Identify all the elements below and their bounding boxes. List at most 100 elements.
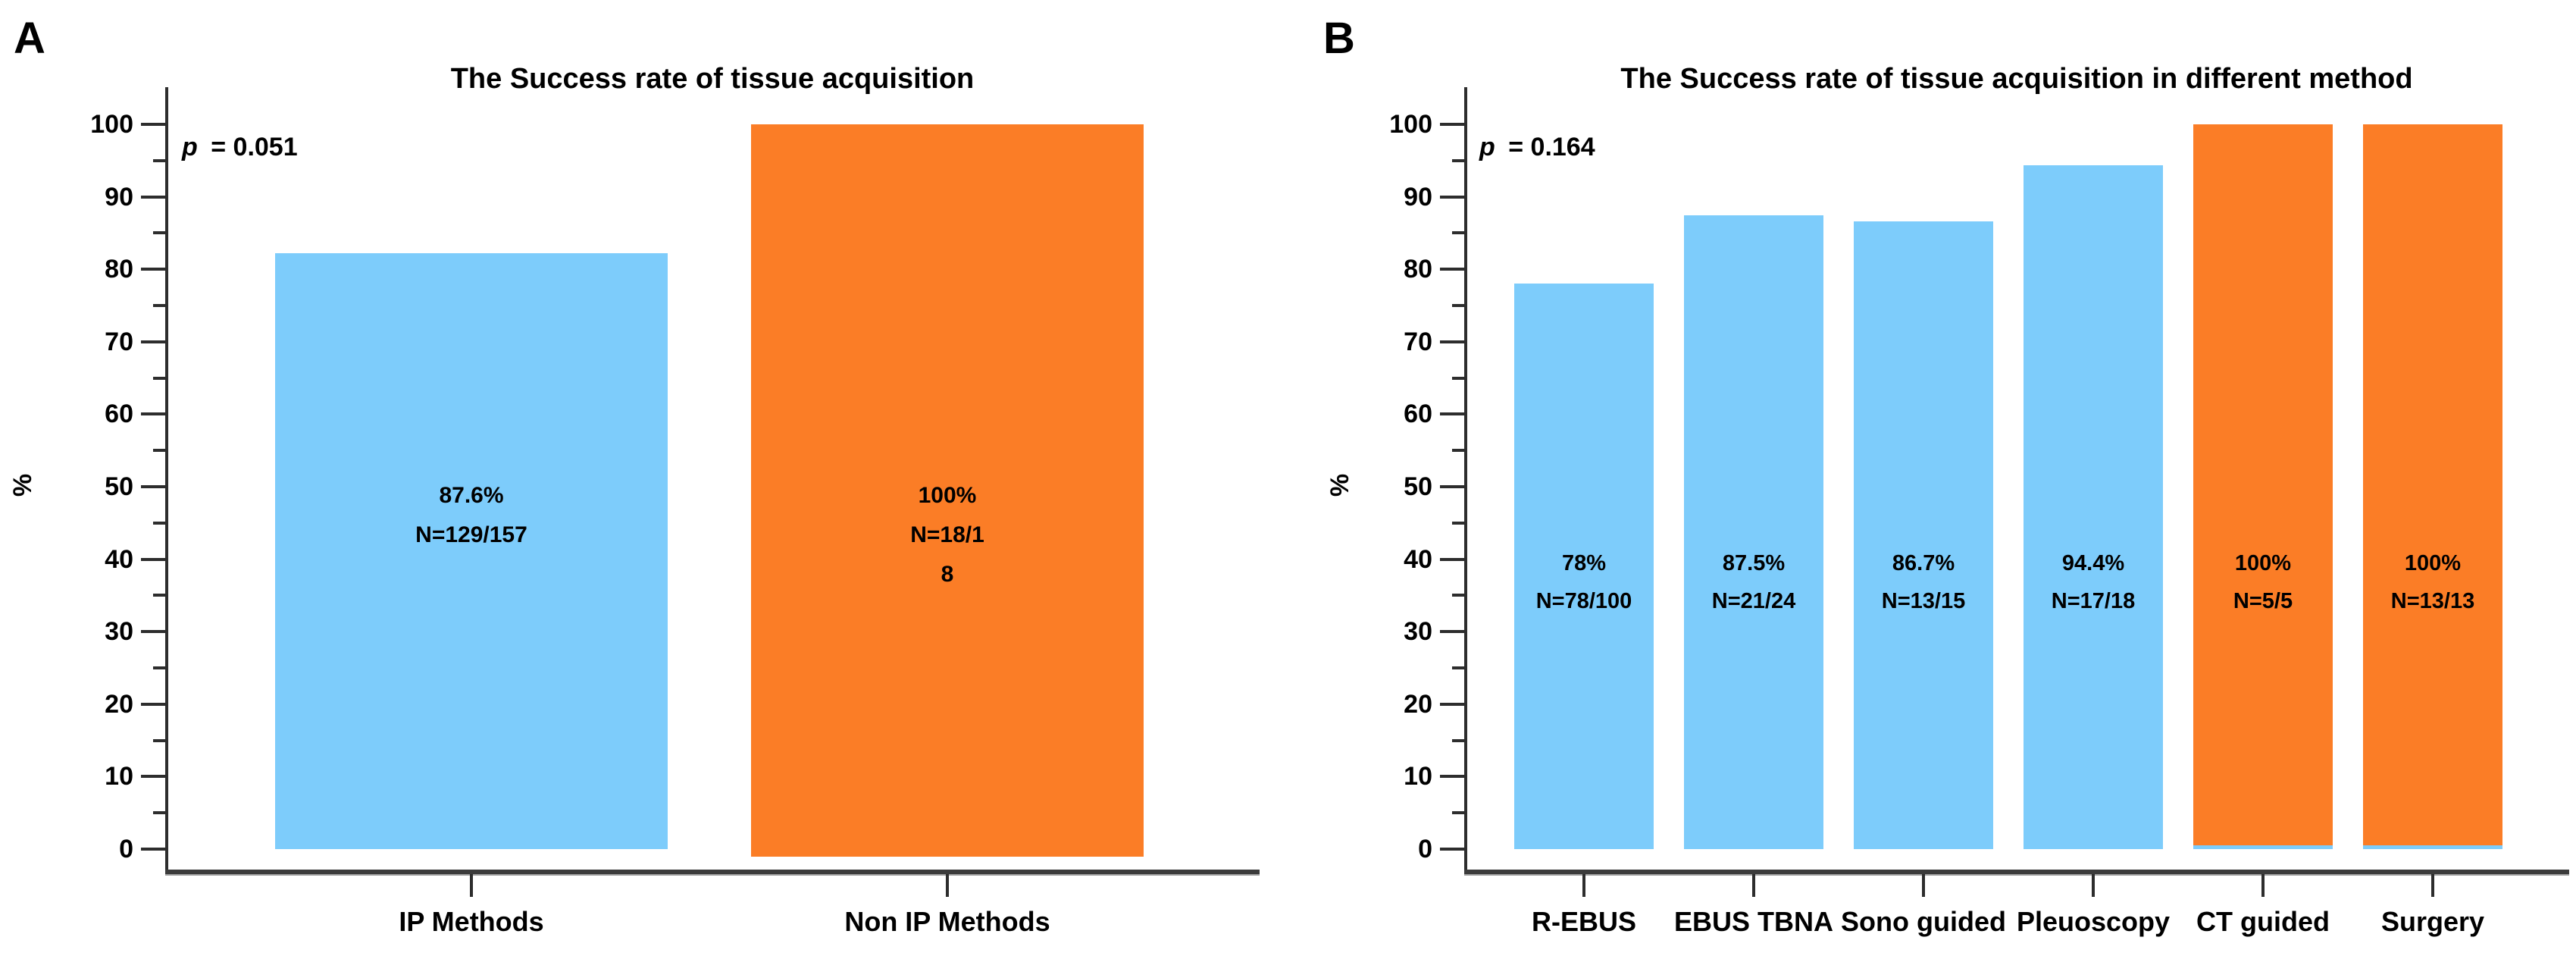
y-minor-tick-15: [153, 738, 165, 742]
bar-label-line-1: 87.5%: [1722, 551, 1786, 575]
y-tick-label-0: 0: [119, 835, 133, 864]
y-tick-label-10: 10: [1404, 762, 1432, 791]
y-tick-label-100: 100: [90, 110, 133, 139]
x-category-tick-sono-guided: [1922, 874, 1925, 897]
bar-label-line-1: 86.7%: [1892, 551, 1955, 575]
bar-non-ip-methods: [751, 124, 1144, 857]
bar-label-sono-guided: 86.7% N=13/15: [1854, 544, 1993, 620]
x-category-label-ip-methods: IP Methods: [399, 906, 544, 937]
y-minor-tick-55: [1452, 449, 1464, 453]
y-minor-tick-35: [1452, 594, 1464, 597]
y-tick-label-50: 50: [105, 472, 133, 501]
bar-label-ip-methods: 87.6% N=129/157: [275, 476, 668, 555]
bar-bottom-edge: [2193, 845, 2333, 849]
y-tick-label-40: 40: [1404, 544, 1432, 574]
x-category-label-surgery: Surgery: [2380, 906, 2485, 937]
panel-letter-b: B: [1323, 14, 1355, 63]
bar-label-line-2: N=129/157: [415, 522, 527, 547]
y-major-tick-40: [141, 557, 165, 561]
y-major-tick-10: [1440, 775, 1464, 779]
y-tick-label-80: 80: [1404, 255, 1432, 284]
x-category-tick-non-ip-methods: [946, 874, 949, 897]
bar-label-line-1: 87.6%: [439, 483, 504, 508]
bar-pleuoscopy: [2024, 165, 2163, 849]
bar-r-ebus: [1514, 284, 1654, 849]
y-minor-tick-75: [1452, 304, 1464, 307]
bar-label-line-2: N=13/15: [1881, 589, 1966, 613]
y-tick-label-20: 20: [105, 689, 133, 719]
y-tick-label-60: 60: [105, 400, 133, 429]
panel-b: B The Success rate of tissue acquisition…: [1288, 0, 2576, 956]
y-minor-tick-85: [153, 231, 165, 235]
p-symbol: p: [1479, 133, 1495, 161]
y-major-tick-80: [1440, 268, 1464, 271]
x-category-label-ebus-tbna: EBUS TBNA: [1673, 906, 1833, 937]
bar-label-line-2: N=5/5: [2233, 589, 2293, 613]
y-major-tick-0: [141, 848, 165, 851]
p-text: = 0.164: [1501, 133, 1595, 161]
bar-label-line-2: N=21/24: [1711, 589, 1796, 613]
y-minor-tick-55: [153, 449, 165, 453]
y-minor-tick-45: [1452, 521, 1464, 525]
x-category-label-non-ip-methods: Non IP Methods: [844, 906, 1050, 937]
y-minor-tick-15: [1452, 738, 1464, 742]
x-category-label-sono-guided: Sono guided: [1841, 906, 2006, 937]
y-major-tick-50: [141, 485, 165, 488]
y-major-tick-60: [1440, 412, 1464, 416]
bar-label-line-2: N=18/1: [910, 522, 984, 547]
y-minor-tick-35: [153, 594, 165, 597]
bar-label-line-1: 100%: [918, 483, 977, 508]
y-minor-tick-45: [153, 521, 165, 525]
y-tick-label-70: 70: [1404, 327, 1432, 356]
y-minor-tick-85: [1452, 231, 1464, 235]
y-minor-tick-25: [153, 666, 165, 669]
y-tick-label-30: 30: [105, 617, 133, 647]
bar-label-line-3: 8: [941, 562, 954, 587]
y-tick-label-90: 90: [105, 182, 133, 212]
x-category-tick-surgery: [2431, 874, 2434, 897]
bar-label-non-ip-methods: 100% N=18/1 8: [751, 476, 1144, 594]
y-major-tick-70: [1440, 340, 1464, 343]
p-text: = 0.051: [203, 133, 298, 161]
plot-area-b: 78% N=78/100 87.5% N=21/24 86.7% N=13/15 94.4%…: [1464, 124, 2569, 849]
y-minor-tick-95: [1452, 158, 1464, 162]
y-axis-b: [1464, 87, 1467, 872]
y-minor-tick-65: [153, 376, 165, 380]
y-major-tick-50: [1440, 485, 1464, 488]
y-tick-label-20: 20: [1404, 689, 1432, 719]
p-symbol: p: [182, 133, 198, 161]
chart-title-b: The Success rate of tissue acquisition i…: [1620, 63, 2413, 95]
y-major-tick-30: [1440, 630, 1464, 634]
x-category-tick-ip-methods: [470, 874, 473, 897]
y-tick-label-80: 80: [105, 255, 133, 284]
y-major-tick-20: [1440, 702, 1464, 706]
y-major-tick-80: [141, 268, 165, 271]
x-axis-a: [165, 870, 1260, 876]
y-major-tick-10: [141, 775, 165, 779]
y-minor-tick-75: [153, 304, 165, 307]
y-minor-tick-5: [1452, 811, 1464, 815]
y-tick-label-0: 0: [1418, 835, 1432, 864]
y-tick-label-40: 40: [105, 544, 133, 574]
x-category-tick-pleuoscopy: [2092, 874, 2095, 897]
x-category-label-r-ebus: R-EBUS: [1531, 906, 1636, 937]
y-axis-a: [165, 87, 168, 872]
bar-surgery: [2363, 124, 2502, 849]
y-minor-tick-5: [153, 811, 165, 815]
y-minor-tick-25: [1452, 666, 1464, 669]
x-axis-b: [1464, 870, 2569, 876]
x-category-tick-ebus-tbna: [1752, 874, 1755, 897]
y-minor-tick-95: [153, 158, 165, 162]
panel-letter-a: A: [14, 14, 45, 63]
y-major-tick-100: [1440, 123, 1464, 126]
y-major-tick-100: [141, 123, 165, 126]
bar-label-line-2: N=17/18: [2051, 589, 2136, 613]
bar-ip-methods: [275, 253, 668, 849]
y-major-tick-60: [141, 412, 165, 416]
x-category-label-ct-guided: CT guided: [2196, 906, 2330, 937]
y-major-tick-40: [1440, 557, 1464, 561]
bar-label-line-1: 100%: [2234, 551, 2292, 575]
bar-ct-guided: [2193, 124, 2333, 849]
bar-label-line-2: N=13/13: [2390, 589, 2475, 613]
y-major-tick-90: [1440, 195, 1464, 199]
